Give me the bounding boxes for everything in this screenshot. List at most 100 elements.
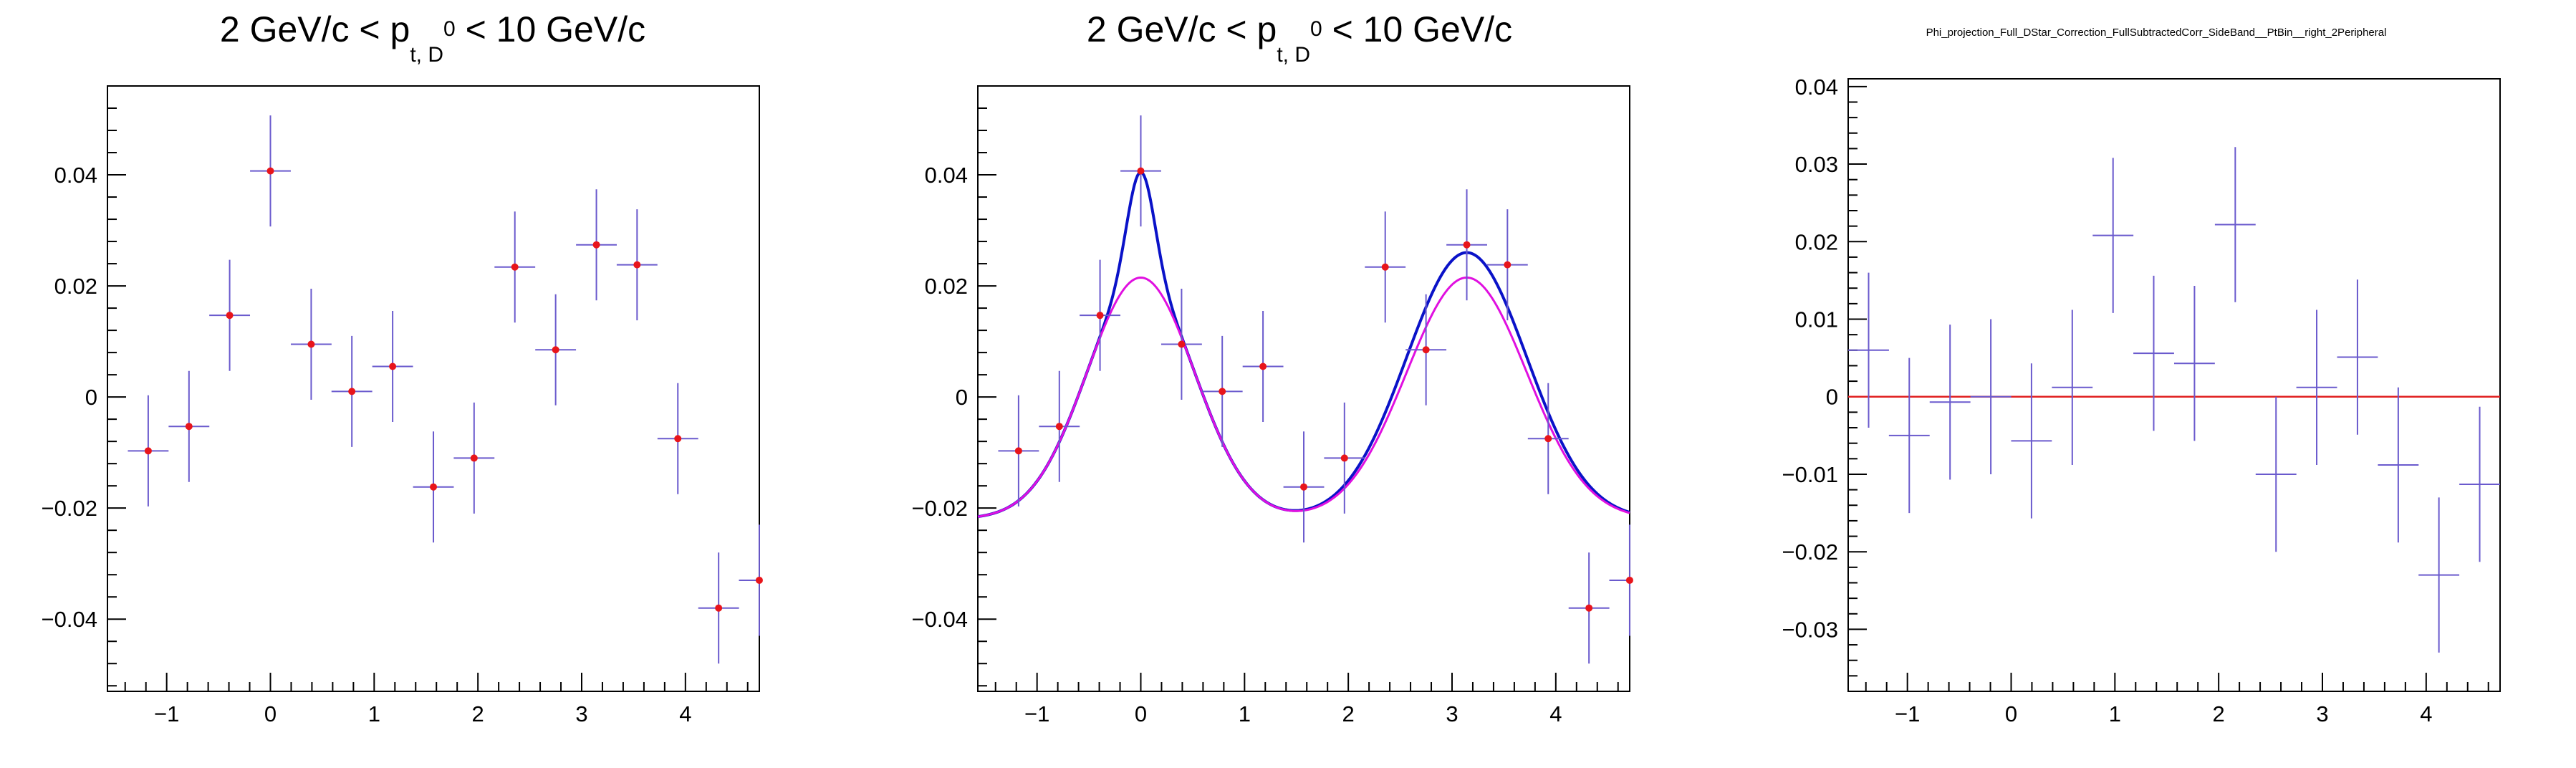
- data-point: [616, 209, 658, 321]
- data-point: [2296, 309, 2337, 465]
- data-point: [1324, 402, 1365, 514]
- data-point: [209, 259, 251, 371]
- data-point: [2052, 309, 2093, 465]
- data-marker: [715, 604, 723, 612]
- y-tick-label: −0.02: [42, 496, 97, 521]
- chart-title: Phi_projection_Full_DStar_Correction_Ful…: [1926, 27, 2387, 39]
- data-marker: [389, 363, 397, 370]
- data-point: [1120, 115, 1161, 227]
- data-marker: [1544, 435, 1552, 443]
- x-tick-label: −1: [1024, 701, 1049, 726]
- y-tick-label: 0.04: [54, 163, 97, 188]
- data-marker: [1381, 263, 1389, 271]
- x-tick-label: 3: [1446, 701, 1458, 726]
- data-point: [2092, 158, 2134, 313]
- y-tick-label: 0.04: [925, 163, 968, 188]
- data-point: [2418, 497, 2460, 653]
- y-tick-label: 0.02: [54, 274, 97, 299]
- data-marker: [1422, 346, 1430, 354]
- data-point: [1080, 259, 1121, 371]
- x-tick-label: 2: [2213, 701, 2225, 726]
- data-marker: [674, 435, 682, 443]
- data-point: [535, 294, 577, 405]
- y-tick-label: 0.02: [1795, 229, 1838, 254]
- data-marker: [1463, 241, 1471, 249]
- x-tick-label: 0: [264, 701, 277, 726]
- x-tick-label: 3: [2316, 701, 2328, 726]
- chart-title: 2 GeV/c < pt, D0 < 10 GeV/c: [220, 9, 645, 67]
- data-point: [1039, 370, 1080, 482]
- x-tick-label: 1: [1239, 701, 1251, 726]
- y-tick-label: 0: [956, 385, 968, 410]
- data-point: [453, 402, 495, 514]
- data-point: [739, 524, 763, 636]
- data-point: [494, 211, 536, 323]
- data-marker: [1504, 261, 1512, 269]
- data-point: [1405, 294, 1447, 405]
- data-marker: [1137, 167, 1145, 175]
- y-tick-label: −0.04: [912, 607, 968, 632]
- x-tick-label: 2: [472, 701, 484, 726]
- data-point: [331, 335, 373, 447]
- data-point: [1568, 552, 1610, 664]
- y-tick-label: −0.02: [912, 496, 968, 521]
- x-tick-label: −1: [154, 701, 179, 726]
- x-tick-label: 4: [679, 701, 691, 726]
- y-tick-label: 0: [1826, 385, 1838, 410]
- x-tick-label: 4: [1549, 701, 1562, 726]
- y-tick-label: −0.03: [1782, 617, 1838, 642]
- data-point: [2459, 406, 2500, 562]
- data-point: [1888, 357, 1930, 514]
- x-tick-label: 0: [2005, 701, 2017, 726]
- data-marker: [552, 346, 559, 354]
- y-tick-label: −0.02: [1782, 539, 1838, 565]
- data-point: [1609, 524, 1633, 636]
- data-point: [128, 395, 169, 507]
- plot-frame: [977, 85, 1630, 692]
- x-tick-label: 1: [2109, 701, 2121, 726]
- data-point: [2011, 363, 2052, 519]
- data-marker: [1178, 340, 1186, 348]
- data-marker: [348, 388, 356, 395]
- data-marker: [266, 167, 274, 175]
- data-marker: [1219, 388, 1226, 395]
- data-point: [2378, 387, 2419, 543]
- y-tick-label: 0.03: [1795, 152, 1838, 177]
- data-point: [576, 189, 617, 301]
- data-point: [1929, 325, 1971, 480]
- x-tick-label: 3: [575, 701, 587, 726]
- data-marker: [1340, 454, 1348, 462]
- chart-panel-left: 2 GeV/c < pt, D0 < 10 GeV/c −1 0 1 2 3 4 −0.04…: [42, 9, 763, 726]
- data-marker: [1259, 363, 1267, 370]
- y-tick-label: −0.01: [1782, 462, 1838, 487]
- data-marker: [307, 340, 315, 348]
- x-tick-label: 1: [368, 701, 380, 726]
- data-point: [1848, 272, 1889, 428]
- data-point: [1160, 288, 1202, 400]
- data-point: [2133, 275, 2174, 431]
- data-marker: [1625, 576, 1633, 584]
- data-point: [1365, 211, 1406, 323]
- data-marker: [1014, 447, 1022, 455]
- x-tick-label: 0: [1135, 701, 1147, 726]
- x-tick-label: 4: [2420, 701, 2432, 726]
- data-point: [372, 310, 413, 423]
- data-point: [2337, 279, 2378, 435]
- data-point: [1242, 310, 1284, 423]
- chart-panel-middle: 2 GeV/c < pt, D0 < 10 GeV/c −1 0 1 2 3 4 −0.04…: [912, 9, 1633, 726]
- data-point: [1283, 431, 1325, 543]
- data-marker: [511, 263, 519, 271]
- data-point: [657, 383, 698, 494]
- data-marker: [144, 447, 152, 455]
- data-point: [1201, 335, 1243, 447]
- data-marker: [633, 261, 641, 269]
- y-tick-label: 0.01: [1795, 307, 1838, 332]
- data-marker: [185, 423, 193, 431]
- x-tick-label: 2: [1342, 701, 1355, 726]
- data-marker: [1055, 423, 1063, 431]
- data-marker: [470, 454, 478, 462]
- chart-title: 2 GeV/c < pt, D0 < 10 GeV/c: [1087, 9, 1512, 67]
- y-tick-label: −0.04: [42, 607, 97, 632]
- y-tick-label: 0.02: [925, 274, 968, 299]
